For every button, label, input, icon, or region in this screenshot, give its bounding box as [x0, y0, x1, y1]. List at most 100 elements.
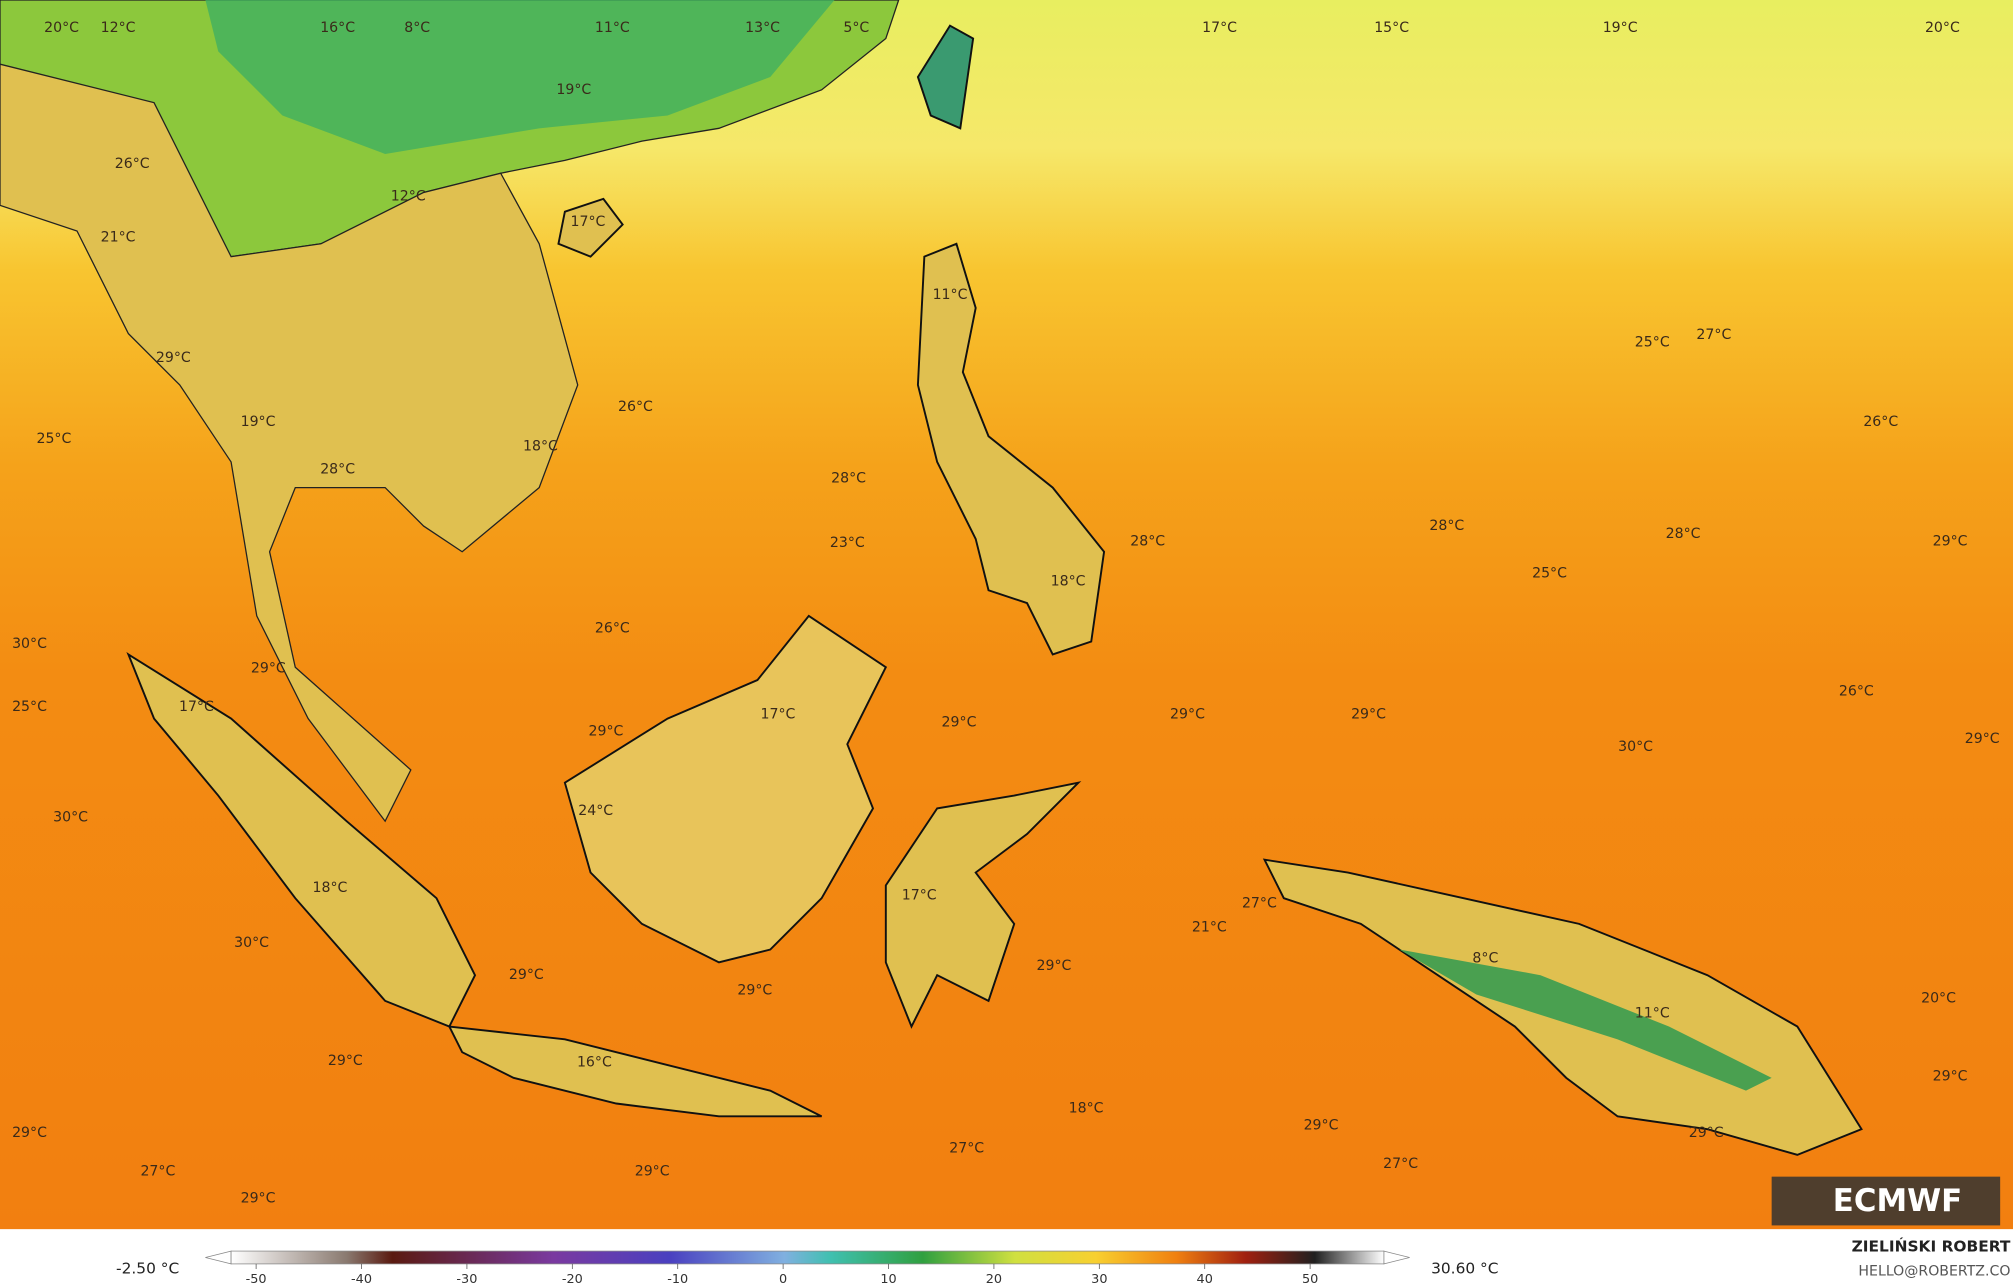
temperature-label: 29°C — [635, 1164, 670, 1180]
temperature-label: 29°C — [1351, 707, 1386, 723]
temperature-label: 26°C — [595, 621, 630, 637]
temperature-label: 15°C — [1374, 20, 1409, 36]
colorbar-high-end — [1383, 1250, 1410, 1265]
temperature-label: 29°C — [1689, 1125, 1724, 1141]
colorbar-tick-label: 20 — [986, 1272, 1002, 1287]
credit-email: HELLO@ROBERTZ.CO — [1858, 1264, 2010, 1280]
land-highlands-ng — [1399, 949, 1772, 1091]
colorbar-tick-label: -20 — [562, 1272, 583, 1287]
temperature-label: 29°C — [241, 1190, 276, 1206]
temperature-label: 26°C — [618, 399, 653, 415]
temperature-label: 29°C — [1304, 1117, 1339, 1133]
temperature-label: 26°C — [1863, 414, 1898, 430]
temperature-label: 8°C — [1472, 951, 1498, 967]
temperature-label: 30°C — [12, 636, 47, 652]
temperature-label: 29°C — [1933, 533, 1968, 549]
colorbar-tick-label: 10 — [880, 1272, 896, 1287]
temperature-label: 18°C — [523, 439, 558, 455]
temperature-label: 29°C — [509, 967, 544, 983]
temperature-label: 29°C — [1933, 1069, 1968, 1085]
temperature-label: 28°C — [831, 471, 866, 487]
colorbar-tick-label: -10 — [667, 1272, 688, 1287]
temperature-label: 25°C — [36, 431, 71, 447]
temperature-label: 17°C — [761, 707, 796, 723]
colorbar-tick-label: 30 — [1091, 1272, 1107, 1287]
temperature-label: 17°C — [902, 888, 937, 904]
colorbar-tick-label: 0 — [779, 1272, 787, 1287]
temperature-label: 29°C — [589, 723, 624, 739]
land-taiwan — [916, 24, 975, 130]
temperature-label: 20°C — [1925, 20, 1960, 36]
temperature-label: 28°C — [1666, 526, 1701, 542]
colorbar-tick-label: -50 — [246, 1272, 267, 1287]
temperature-label: 8°C — [404, 20, 430, 36]
temperature-label: 29°C — [251, 661, 286, 677]
temperature-label: 12°C — [391, 188, 426, 204]
colorbar-tick-label: 40 — [1197, 1272, 1213, 1287]
temperature-label: 20°C — [44, 20, 79, 36]
credit-author: ZIELIŃSKI ROBERT — [1852, 1237, 2011, 1256]
temperature-label: 29°C — [156, 350, 191, 366]
temperature-label: 21°C — [1192, 920, 1227, 936]
temperature-label: 30°C — [53, 809, 88, 825]
temperature-label: 27°C — [140, 1164, 175, 1180]
colorbar-tick-label: 50 — [1302, 1272, 1318, 1287]
temperature-label: 27°C — [1242, 895, 1277, 911]
temperature-label: 19°C — [556, 82, 591, 98]
temperature-label: 25°C — [1635, 335, 1670, 351]
temperature-label: 29°C — [1037, 958, 1072, 974]
min-label: -2.50 °C — [116, 1260, 179, 1278]
temperature-label: 18°C — [1069, 1101, 1104, 1117]
temperature-label: 29°C — [1965, 731, 2000, 747]
colorbar — [230, 1250, 1385, 1265]
temperature-label: 29°C — [1170, 707, 1205, 723]
temperature-label: 19°C — [1603, 20, 1638, 36]
temperature-label: 26°C — [115, 156, 150, 172]
logo-box — [1771, 1176, 2001, 1226]
temperature-label: 23°C — [830, 535, 865, 551]
temperature-label: 21°C — [101, 229, 136, 245]
temperature-label: 29°C — [328, 1053, 363, 1069]
temperature-label: 13°C — [745, 20, 780, 36]
temperature-label: 28°C — [1429, 518, 1464, 534]
temperature-label: 29°C — [12, 1125, 47, 1141]
temperature-label: 25°C — [12, 699, 47, 715]
temperature-label: 17°C — [179, 699, 214, 715]
land-hainan — [557, 197, 624, 258]
max-label: 30.60 °C — [1431, 1260, 1498, 1278]
temperature-label: 28°C — [320, 462, 355, 478]
temperature-label: 25°C — [1532, 566, 1567, 582]
temperature-label: 18°C — [312, 880, 347, 896]
temperature-label: 11°C — [1635, 1006, 1670, 1022]
land-borneo — [563, 614, 888, 964]
temperature-label: 20°C — [1921, 990, 1956, 1006]
land-philippines — [916, 242, 1106, 656]
temperature-label: 24°C — [578, 803, 613, 819]
temperature-label: 19°C — [241, 414, 276, 430]
land-highland — [205, 0, 835, 154]
temperature-label: 17°C — [1202, 20, 1237, 36]
land-sulawesi — [884, 781, 1082, 1029]
label-layer: 20°C 12°C 16°C 8°C 11°C 13°C 5°C 17°C 15°C 19°C 20… — [12, 20, 2000, 1206]
colorbar-ticks: -50 -40 -30 -20 -10 0 10 20 30 40 50 — [246, 1263, 1318, 1287]
temperature-label: 16°C — [320, 20, 355, 36]
temperature-label: 17°C — [571, 214, 606, 230]
temperature-label: 27°C — [1696, 327, 1731, 343]
temperature-label: 30°C — [1618, 739, 1653, 755]
land-java — [447, 1025, 823, 1118]
temperature-label: 29°C — [942, 714, 977, 730]
temperature-label: 27°C — [1383, 1156, 1418, 1172]
temperature-label: 26°C — [1839, 684, 1874, 700]
colorbar-tick-label: -40 — [351, 1272, 372, 1287]
temperature-label: 12°C — [101, 20, 136, 36]
land-indochina — [0, 63, 579, 823]
temperature-label: 5°C — [843, 20, 869, 36]
temperature-label: 29°C — [737, 983, 772, 999]
temperature-label: 18°C — [1051, 573, 1086, 589]
temperature-label: 28°C — [1130, 533, 1165, 549]
temperature-label: 30°C — [234, 935, 269, 951]
temperature-label: 16°C — [577, 1054, 612, 1070]
temperature-label: 27°C — [949, 1140, 984, 1156]
colorbar-tick-label: -30 — [456, 1272, 477, 1287]
